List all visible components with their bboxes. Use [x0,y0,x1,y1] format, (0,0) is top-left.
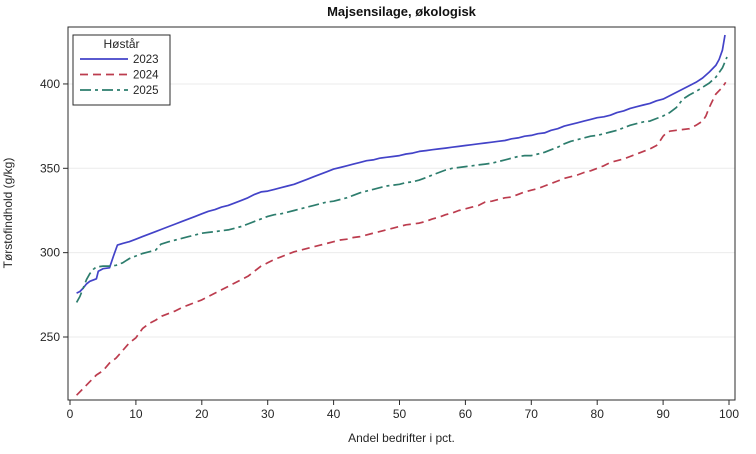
x-tick-label-10: 10 [129,407,143,421]
legend-box [72,34,171,106]
x-tick-label-100: 100 [719,407,739,421]
x-tick-label-80: 80 [591,407,605,421]
legend-entry-label-2023: 2023 [133,54,159,66]
legend-entry-label-2025: 2025 [133,85,159,97]
series-line-2025 [75,56,728,303]
x-tick-label-90: 90 [656,407,670,421]
y-tick-label-350: 350 [40,161,60,175]
legend-title: Høstår [104,37,140,51]
series-line-2024 [75,81,727,396]
chart-title: Majsensilage, økologisk [327,4,476,19]
x-tick-label-30: 30 [261,407,275,421]
y-tick-label-300: 300 [40,246,60,260]
y-tick-label-250: 250 [40,330,60,344]
x-axis-label: Andel bedrifter i pct. [348,431,455,445]
x-tick-label-40: 40 [327,407,341,421]
x-tick-label-0: 0 [67,407,74,421]
x-tick-label-50: 50 [393,407,407,421]
x-tick-label-70: 70 [525,407,539,421]
plot-border [67,26,736,401]
series-line-2023 [76,34,726,294]
x-tick-label-20: 20 [195,407,209,421]
x-tick-label-60: 60 [459,407,473,421]
y-tick-label-400: 400 [40,77,60,91]
legend-entry-label-2024: 2024 [133,70,159,82]
